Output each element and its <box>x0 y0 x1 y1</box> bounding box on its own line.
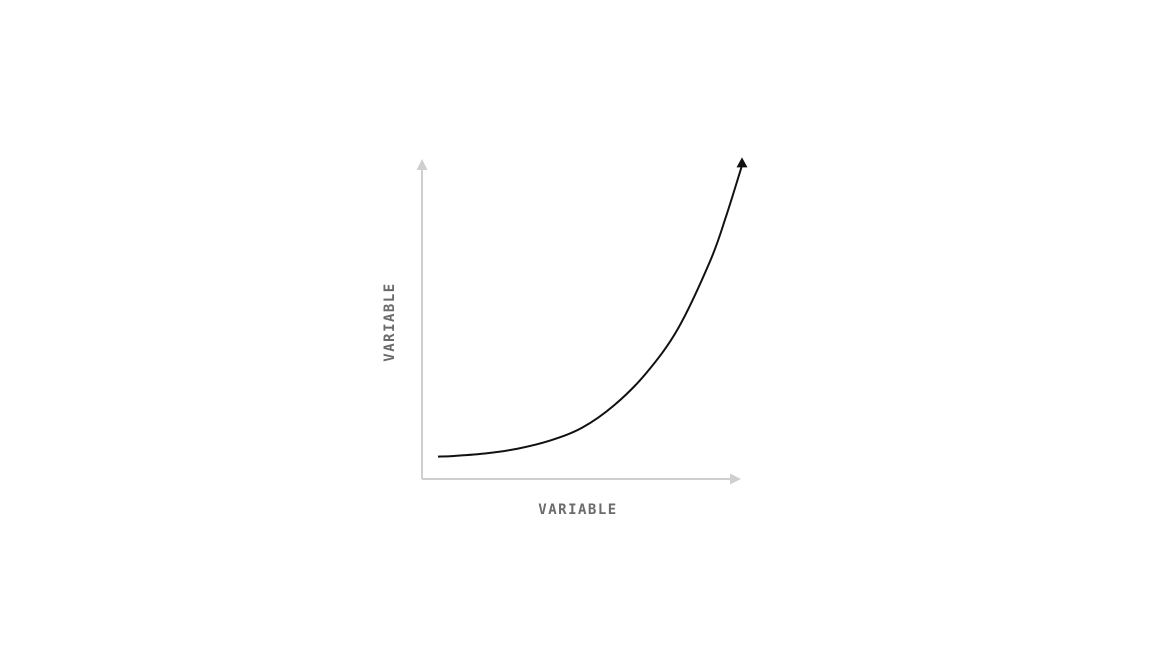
x-axis-arrow-icon <box>730 473 741 485</box>
y-axis-label: VARIABLE <box>382 282 398 361</box>
series-line <box>437 165 743 458</box>
x-axis-label: VARIABLE <box>538 502 617 518</box>
y-axis-arrow-icon <box>416 159 428 170</box>
series-arrow-icon <box>736 157 748 168</box>
